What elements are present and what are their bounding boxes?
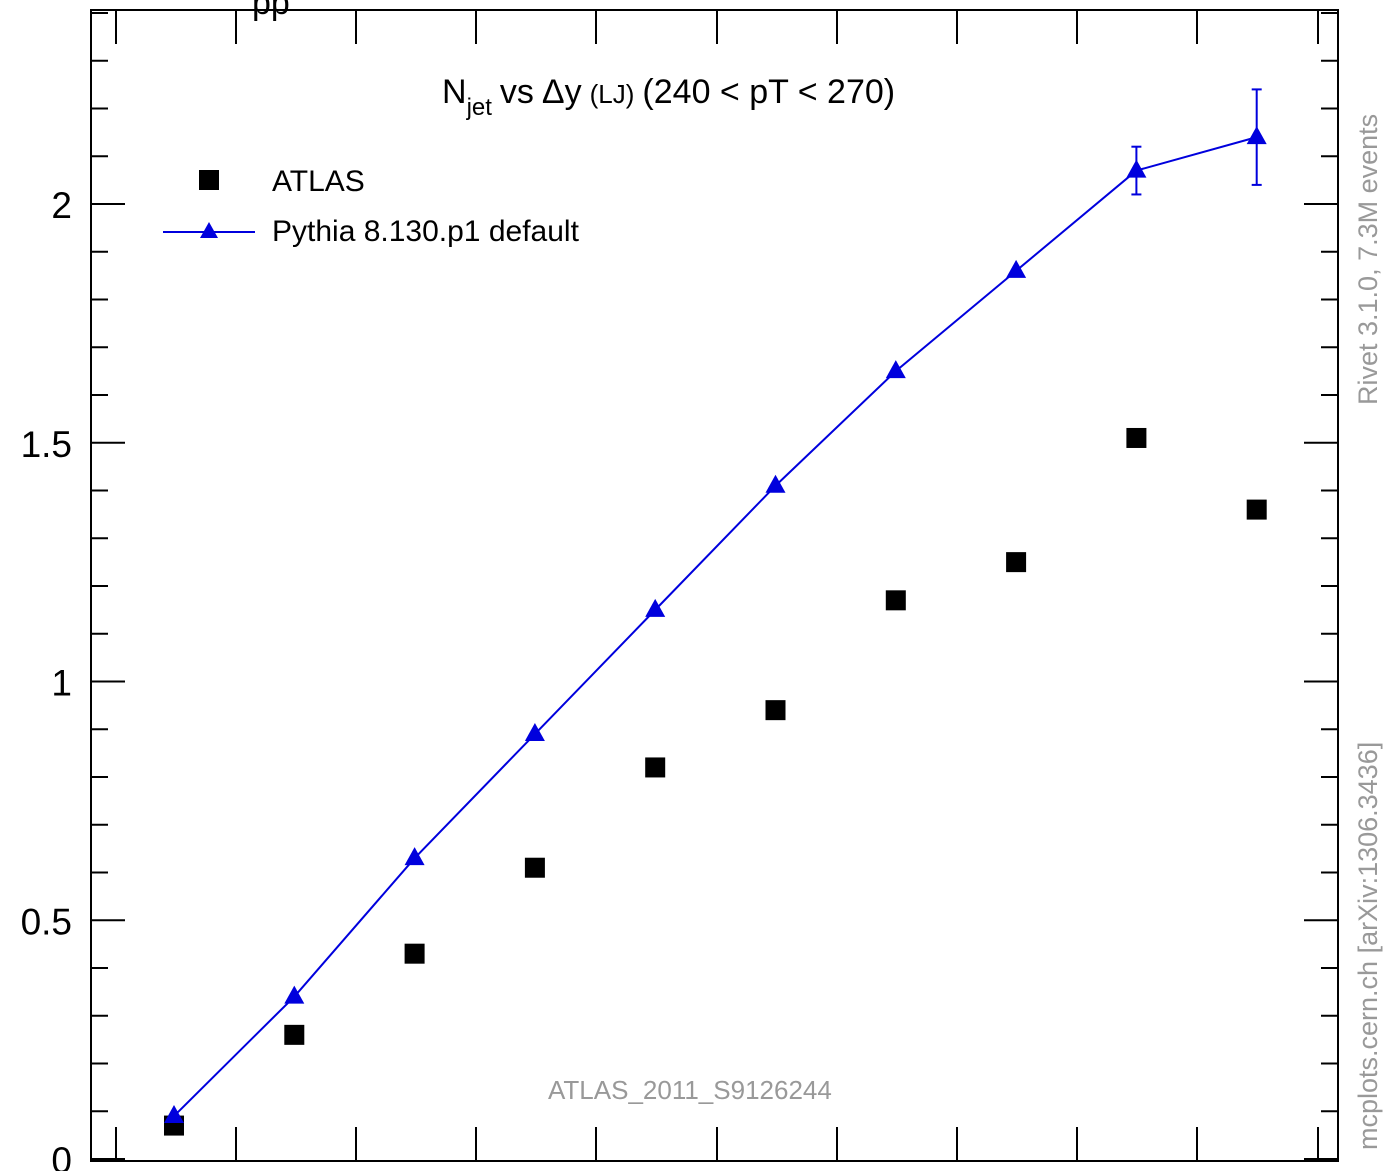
y-tick-label: 0 bbox=[51, 1140, 72, 1171]
atlas-data-point bbox=[885, 590, 906, 611]
pythia-data-point bbox=[524, 723, 545, 742]
legend-atlas-label: ATLAS bbox=[272, 165, 365, 198]
legend-atlas-marker bbox=[199, 170, 219, 190]
y-tick-label: 1 bbox=[51, 663, 72, 704]
title-main: N bbox=[442, 73, 467, 111]
y-tick-label: 2 bbox=[51, 185, 72, 226]
y-tick-label: 1.5 bbox=[21, 424, 72, 465]
pythia-data-point bbox=[765, 474, 786, 493]
pythia-series-line bbox=[173, 136, 1257, 1117]
pythia-data-point bbox=[1126, 159, 1147, 178]
legend-pythia-label: Pythia 8.130.p1 default bbox=[272, 215, 580, 248]
atlas-data-point bbox=[404, 943, 425, 964]
y-tick-label: 0.5 bbox=[21, 901, 72, 942]
pythia-data-point bbox=[404, 847, 425, 866]
plot-frame bbox=[90, 9, 1339, 1162]
atlas-data-point bbox=[1126, 427, 1147, 448]
title-delta: Δy bbox=[542, 73, 582, 111]
atlas-data-point bbox=[1006, 552, 1027, 573]
y-tick-labels: 00.511.522.533.544.5 bbox=[21, 185, 72, 1176]
chart-title: Njet vs Δy (LJ) (240 < pT < 270) bbox=[442, 73, 895, 121]
pythia-data-point bbox=[284, 985, 305, 1004]
mcplots-source-label: mcplots.cern.ch [arXiv:1306.3436] bbox=[1353, 742, 1383, 1150]
legend: ATLAS Pythia 8.130.p1 default bbox=[163, 165, 580, 248]
pythia-data-point bbox=[1006, 259, 1027, 278]
title-subscript: jet bbox=[466, 94, 493, 121]
title-lj: (LJ) bbox=[590, 79, 635, 109]
pythia-data-point bbox=[164, 1105, 184, 1124]
pythia-data-point bbox=[1246, 126, 1267, 145]
legend-pythia-marker bbox=[200, 222, 218, 238]
atlas-data-point bbox=[765, 700, 786, 721]
title-range: (240 < pT < 270) bbox=[642, 73, 895, 111]
pythia-data-point bbox=[645, 598, 666, 617]
atlas-data-point bbox=[645, 757, 666, 778]
pythia-data-point bbox=[885, 360, 906, 379]
axis-ticks bbox=[91, 10, 1338, 1161]
title-vs: vs bbox=[500, 73, 534, 111]
atlas-data-point bbox=[524, 857, 545, 878]
rivet-version-label: Rivet 3.1.0, 7.3M events bbox=[1353, 114, 1383, 405]
data-series bbox=[164, 88, 1267, 1136]
top-fragment: pp bbox=[252, 0, 290, 22]
atlas-data-point bbox=[284, 1024, 305, 1045]
analysis-id-annotation: ATLAS_2011_S9126244 bbox=[548, 1075, 832, 1105]
atlas-data-point bbox=[1246, 499, 1267, 520]
